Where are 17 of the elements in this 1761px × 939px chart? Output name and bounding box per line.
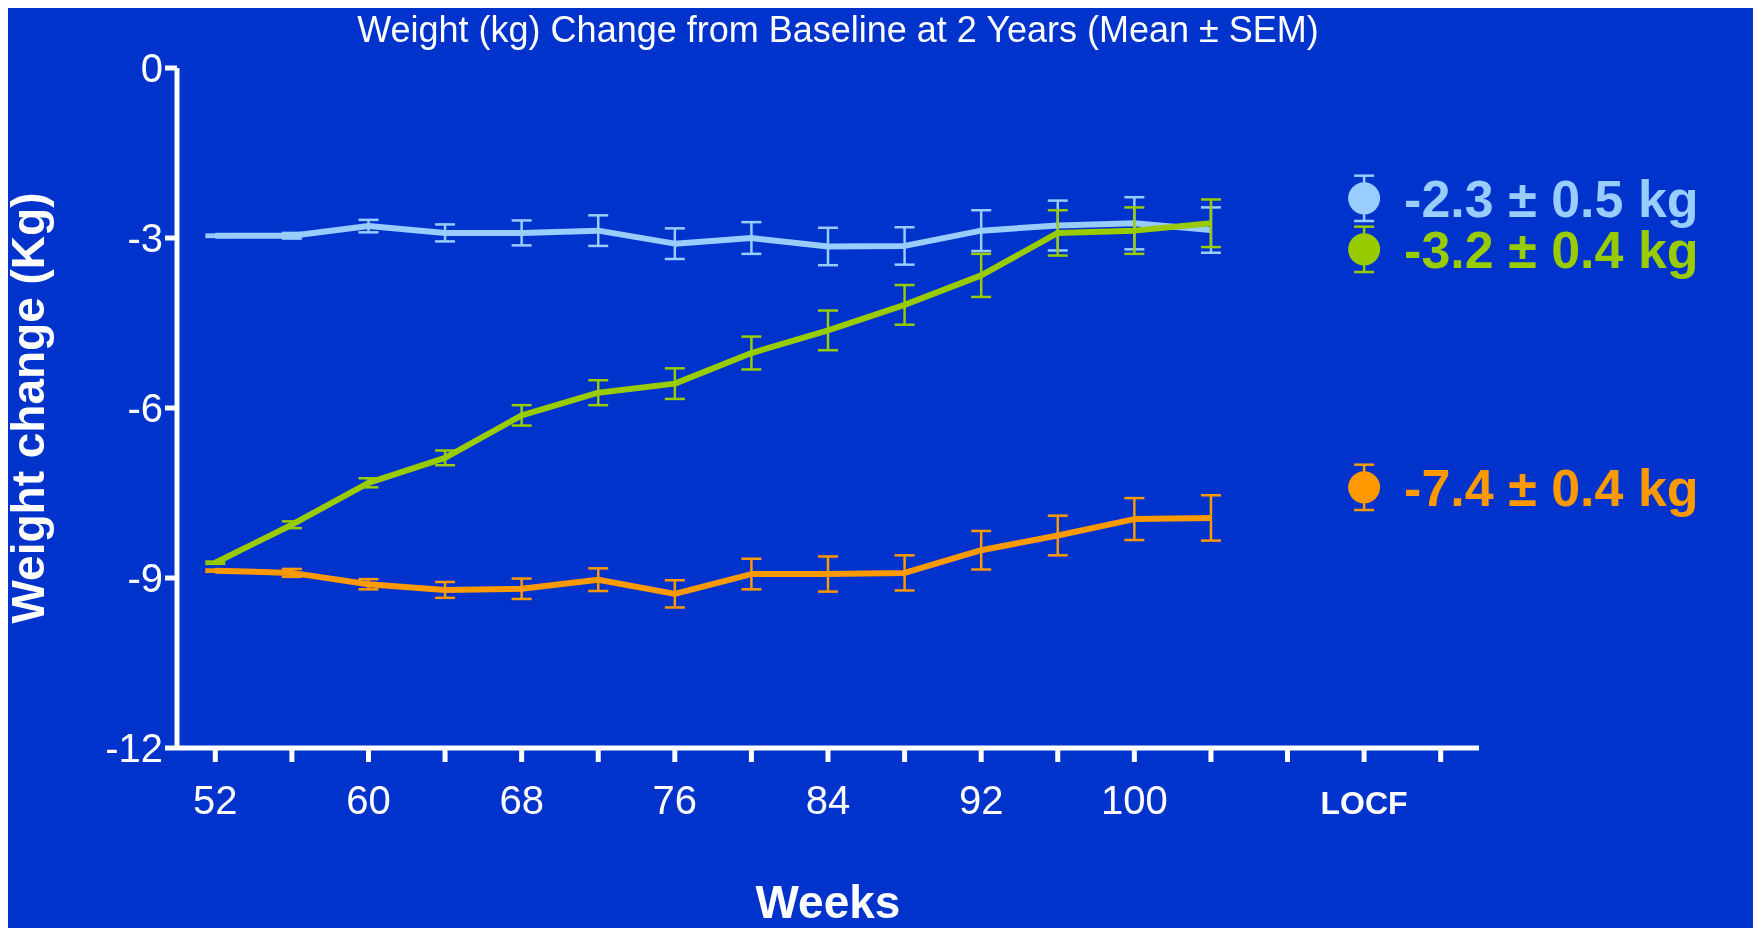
y-tick-label: -12 xyxy=(105,726,163,771)
y-tick-label: -3 xyxy=(127,216,163,261)
y-tick-label: -9 xyxy=(127,556,163,601)
x-tick-label: LOCF xyxy=(1320,785,1408,821)
y-tick-label: 0 xyxy=(140,46,163,91)
x-tick-label: 52 xyxy=(193,778,238,822)
x-tick-label: 100 xyxy=(1100,778,1168,822)
x-tick-label: 84 xyxy=(805,778,851,822)
chart-title: Weight (kg) Change from Baseline at 2 Years (Mean ± SEM) xyxy=(357,9,1319,50)
y-axis-title: Weight change (Kg) xyxy=(2,192,55,624)
x-tick-label: 68 xyxy=(499,778,544,822)
x-axis-title: Weeks xyxy=(755,876,901,928)
x-tick-label: 60 xyxy=(346,778,391,822)
x-tick-label: 76 xyxy=(652,778,698,822)
x-tick-label: 92 xyxy=(958,778,1004,822)
y-tick-label: -6 xyxy=(127,386,163,431)
annotation: -7.4 ± 0.4 kg xyxy=(1404,458,1699,517)
